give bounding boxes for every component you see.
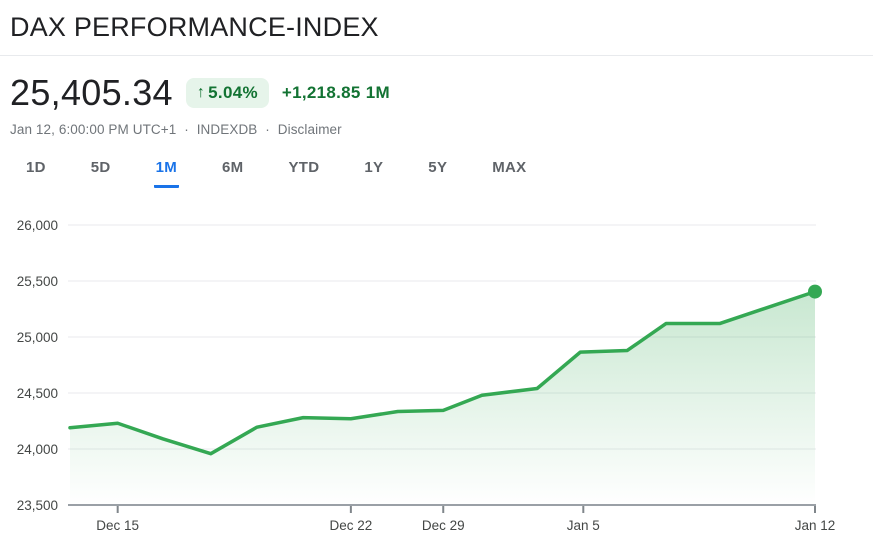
time-range-tabs: 1D 5D 1M 6M YTD 1Y 5Y MAX — [24, 153, 873, 188]
x-axis-label: Dec 15 — [96, 518, 139, 533]
header-divider — [0, 55, 873, 56]
change-absolute: +1,218.85 1M — [281, 83, 390, 102]
up-arrow-icon: ↑ — [196, 84, 206, 101]
change-percent-badge: ↑ 5.04% — [185, 78, 269, 108]
price-row: 25,405.34 ↑ 5.04% +1,218.85 1M — [10, 72, 873, 114]
tab-6m[interactable]: 6M — [220, 153, 245, 188]
meta-separator: · — [184, 122, 189, 137]
y-axis-label: 26,000 — [17, 218, 58, 233]
x-axis-label: Dec 29 — [422, 518, 465, 533]
tab-5d[interactable]: 5D — [89, 153, 113, 188]
x-axis-label: Jan 12 — [795, 518, 836, 533]
price-chart[interactable]: 26,000 25,500 25,000 24,500 24,000 23,500 Dec … — [0, 197, 873, 553]
y-axis-label: 24,000 — [17, 442, 58, 457]
quote-meta: Jan 12, 6:00:00 PM UTC+1 · INDEXDB · Dis… — [10, 122, 873, 137]
y-axis-label: 23,500 — [17, 498, 58, 513]
tab-max[interactable]: MAX — [490, 153, 528, 188]
current-price: 25,405.34 — [10, 72, 173, 113]
tab-1y[interactable]: 1Y — [362, 153, 385, 188]
quote-timestamp: Jan 12, 6:00:00 PM UTC+1 — [10, 122, 177, 137]
tab-5y[interactable]: 5Y — [426, 153, 449, 188]
exchange-label: INDEXDB — [196, 122, 258, 137]
tab-ytd[interactable]: YTD — [286, 153, 321, 188]
price-area — [70, 291, 815, 505]
price-chart-svg: 26,000 25,500 25,000 24,500 24,000 23,500 Dec … — [17, 218, 836, 533]
tab-1d[interactable]: 1D — [24, 153, 48, 188]
meta-separator: · — [265, 122, 270, 137]
x-axis-label: Jan 5 — [567, 518, 600, 533]
y-axis-label: 24,500 — [17, 386, 58, 401]
disclaimer-link[interactable]: Disclaimer — [277, 122, 342, 137]
y-axis-label: 25,000 — [17, 330, 58, 345]
tab-1m[interactable]: 1M — [153, 153, 179, 188]
last-price-dot — [808, 284, 822, 299]
change-percent: 5.04% — [208, 83, 258, 102]
page-title: DAX PERFORMANCE-INDEX — [10, 12, 379, 42]
x-axis-label: Dec 22 — [329, 518, 372, 533]
price-line — [68, 289, 817, 456]
y-axis-label: 25,500 — [17, 274, 58, 289]
